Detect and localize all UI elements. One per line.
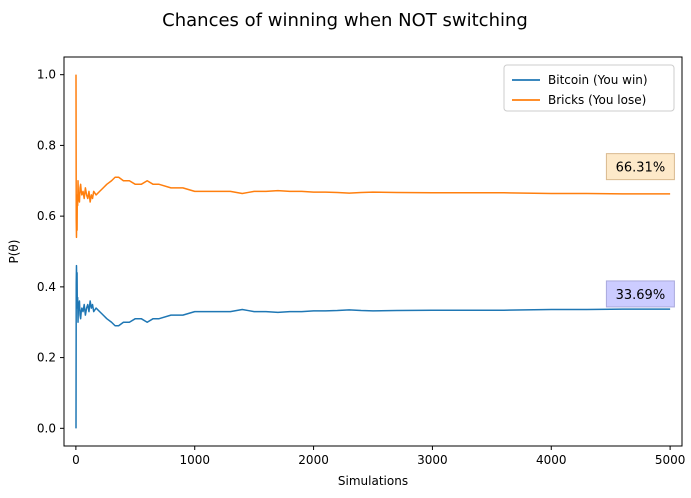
legend-label: Bitcoin (You win) (548, 73, 648, 87)
series-line-1 (75, 264, 671, 429)
y-tick-label: 0.6 (37, 209, 56, 223)
y-tick-label: 0.4 (37, 280, 56, 294)
chart-title: Chances of winning when NOT switching (162, 10, 528, 31)
x-tick-label: 5000 (655, 453, 686, 467)
percentage-annotation: 33.69% (605, 280, 675, 308)
plot-area (75, 74, 671, 429)
annotations: 66.31% 33.69% (605, 153, 675, 308)
legend-label: Bricks (You lose) (548, 93, 646, 107)
x-tick-label: 0 (72, 453, 80, 467)
x-tick-label: 4000 (536, 453, 567, 467)
y-tick-label: 0.0 (37, 421, 56, 435)
legend: Bitcoin (You win) Bricks (You lose) (503, 64, 675, 112)
x-tick-label: 2000 (298, 453, 329, 467)
y-axis-label: P(θ) (7, 240, 21, 264)
axes-frame (63, 56, 683, 447)
percentage-annotation: 66.31% (605, 153, 675, 181)
x-axis-label: Simulations (338, 474, 408, 488)
x-tick-label: 1000 (179, 453, 210, 467)
axis-ticks: 0 1000 2000 3000 4000 5000 0.0 0.2 0.4 0.6 0.8 1.0 (37, 68, 685, 467)
series-line-2 (75, 74, 671, 239)
y-tick-label: 1.0 (37, 68, 56, 82)
x-tick-label: 3000 (417, 453, 448, 467)
annotation-text: 66.31% (616, 161, 666, 176)
annotation-text: 33.69% (616, 288, 666, 303)
y-tick-label: 0.2 (37, 351, 56, 365)
y-tick-label: 0.8 (37, 138, 56, 152)
